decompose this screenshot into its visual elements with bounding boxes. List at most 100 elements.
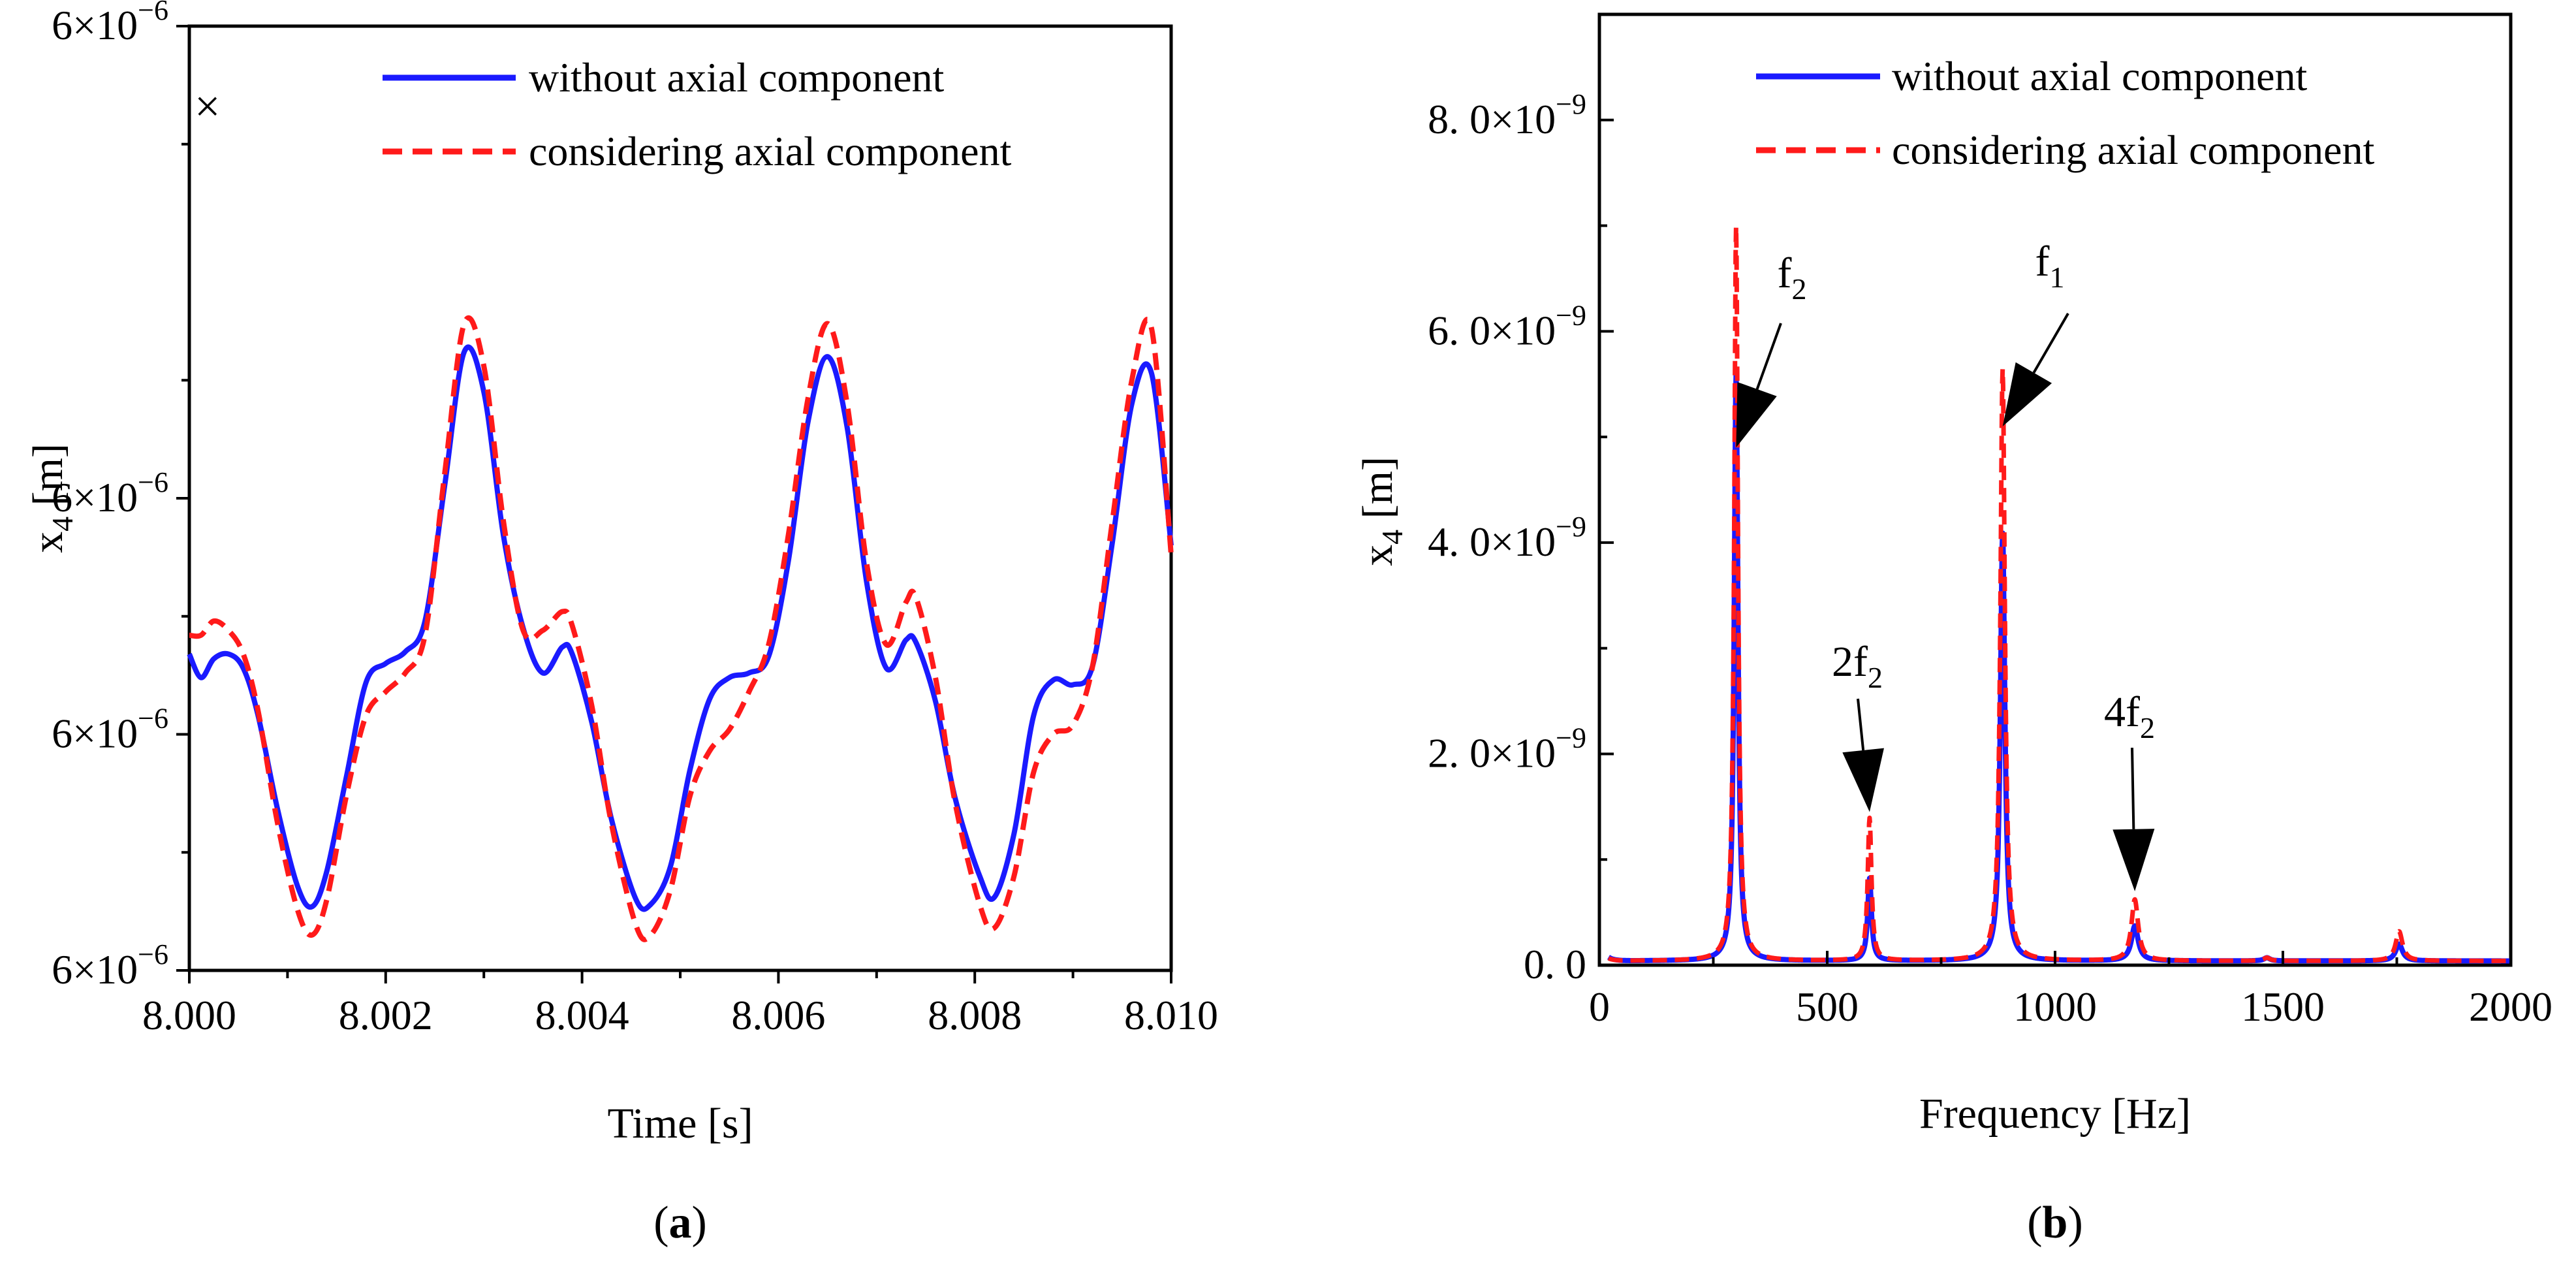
chart-a-xtick-label-1: 8.002 xyxy=(339,992,433,1038)
chart-b-legend-label-red: considering axial component xyxy=(1892,127,2375,173)
chart-a-ytick-label-0-base: 6×10 xyxy=(52,946,138,993)
chart-a-ytick-label-2: 6×10−6 xyxy=(52,466,168,520)
chart-b-ylabel-sub: 4 xyxy=(1375,530,1409,545)
chart-b-annotation-f1: f1 xyxy=(2035,238,2065,294)
chart-b-ytick-label-2: 4. 0×10−9 xyxy=(1428,511,1586,565)
chart-b-arrow-shaft-f1 xyxy=(2032,312,2069,374)
chart-b-xtick-label-2: 1000 xyxy=(2013,983,2097,1030)
chart-b-arrow-head-4f2 xyxy=(2113,829,2155,891)
chart-a-ylabel: x4 [m] xyxy=(24,443,79,553)
chart-b-annotation-4f2: 4f2 xyxy=(2104,688,2155,744)
chart-a: 8.000 8.002 8.004 8.006 8.008 8.0106×10−66×10… xyxy=(24,0,1218,1248)
chart-b-xtick-label-2-base: 1000 xyxy=(2013,983,2097,1030)
chart-b-ytick-label-4-exp: −9 xyxy=(1556,88,1586,120)
chart-a-xtick-label-5-base: 8.010 xyxy=(1124,992,1218,1038)
chart-a-ytick-label-2-exp: −6 xyxy=(138,466,168,498)
chart-a-ytick-label-1-exp: −6 xyxy=(138,703,168,735)
chart-b-xtick-label-1-base: 500 xyxy=(1796,983,1859,1030)
chart-a-legend-label-blue: without axial component xyxy=(529,54,945,101)
chart-b-ylabel-main: x xyxy=(1354,545,1402,566)
chart-b-ytick-label-2-exp: −9 xyxy=(1556,511,1586,543)
chart-b-legend-label-blue: without axial component xyxy=(1892,53,2308,99)
chart-b-series-group xyxy=(1606,224,2513,964)
chart-a-xtick-label-0-base: 8.000 xyxy=(142,992,236,1038)
chart-a-ylabel-sub: 4 xyxy=(46,517,79,532)
chart-a-xtick-label-3: 8.006 xyxy=(731,992,825,1038)
chart-a-ytick-label-0-exp: −6 xyxy=(138,938,168,970)
chart-b-ytick-label-1-base: 2. 0×10 xyxy=(1428,729,1556,776)
chart-a-xtick-label-4: 8.008 xyxy=(928,992,1022,1038)
chart-b-xtick-label-3: 1500 xyxy=(2241,983,2325,1030)
chart-a-stray-marker: × xyxy=(195,82,220,132)
chart-a-ytick-label-3-base: 6×10 xyxy=(52,2,138,48)
chart-b-ylabel-unit: [m] xyxy=(1354,456,1402,530)
chart-a-xtick-label-1-base: 8.002 xyxy=(339,992,433,1038)
chart-a-series-group xyxy=(187,315,1174,942)
chart-a-caption: (a) xyxy=(653,1198,707,1248)
chart-b-arrow-head-f1 xyxy=(2002,362,2052,426)
chart-a-xtick-label-4-base: 8.008 xyxy=(928,992,1022,1038)
chart-a-ylabel-main: x xyxy=(24,532,72,553)
chart-a-xtick-label-3-base: 8.006 xyxy=(731,992,825,1038)
chart-b-ylabel: x4 [m] xyxy=(1354,456,1409,566)
chart-a-ylabel-unit: [m] xyxy=(24,443,72,517)
chart-b-annotation-f2-main: f xyxy=(1778,249,1792,297)
chart-a-ytick-label-2-base: 6×10 xyxy=(52,474,138,520)
chart-b-ytick-label-0-base: 0. 0 xyxy=(1524,941,1586,987)
chart-b-arrow-shaft-f2 xyxy=(1755,323,1782,390)
chart-b-xtick-label-0-base: 0 xyxy=(1589,983,1610,1030)
chart-a-ytick-label-3: 6×10−6 xyxy=(52,0,168,48)
chart-a-legend-label-red: considering axial component xyxy=(529,128,1012,174)
chart-b-xtick-label-0: 0 xyxy=(1589,983,1610,1030)
chart-b-caption-letter: b xyxy=(2043,1198,2068,1248)
chart-b-annotation-f2: f2 xyxy=(1778,249,1807,306)
chart-b-ytick-label-2-base: 4. 0×10 xyxy=(1428,519,1556,565)
chart-a-caption-letter: a xyxy=(669,1198,692,1248)
chart-a-ticks-group: 8.000 8.002 8.004 8.006 8.008 8.0106×10−66×10… xyxy=(52,0,1218,1038)
chart-b-annotation-4f2-sub: 2 xyxy=(2140,711,2155,744)
chart-b-series-considering-axial xyxy=(1607,224,2513,963)
chart-b-ytick-label-0: 0. 0 xyxy=(1524,941,1586,987)
chart-b-xlabel: Frequency [Hz] xyxy=(1919,1090,2191,1138)
chart-a-xtick-label-5: 8.010 xyxy=(1124,992,1218,1038)
chart-b-annotation-f2-sub: 2 xyxy=(1791,272,1806,306)
chart-b-ytick-label-3-exp: −9 xyxy=(1556,299,1586,331)
chart-a-series-without-axial xyxy=(187,344,1174,912)
chart-b-arrow-head-2f2 xyxy=(1842,748,1884,812)
chart-b-legend: without axial component considering axia… xyxy=(1756,53,2375,173)
chart-b-xtick-label-3-base: 1500 xyxy=(2241,983,2325,1030)
chart-a-series-considering-axial xyxy=(189,315,1174,942)
chart-a-ytick-label-1: 6×10−6 xyxy=(52,703,168,757)
chart-b-annotation-f1-sub: 1 xyxy=(2049,261,2064,294)
chart-b-ytick-label-4: 8. 0×10−9 xyxy=(1428,88,1586,142)
chart-a-xtick-label-0: 8.000 xyxy=(142,992,236,1038)
chart-b-ytick-label-1-exp: −9 xyxy=(1556,722,1586,754)
chart-b-ytick-label-3: 6. 0×10−9 xyxy=(1428,299,1586,353)
chart-a-ytick-label-3-exp: −6 xyxy=(138,0,168,26)
chart-b-xtick-label-4-base: 2000 xyxy=(2469,983,2552,1030)
chart-b-annotation-2f2: 2f2 xyxy=(1832,638,1883,694)
chart-b-xtick-label-4: 2000 xyxy=(2469,983,2552,1030)
chart-b-ytick-label-3-base: 6. 0×10 xyxy=(1428,307,1556,353)
chart-b-arrow-shaft-2f2 xyxy=(1857,698,1865,751)
chart-a-xtick-label-2: 8.004 xyxy=(535,992,629,1038)
chart-b-caption: (b) xyxy=(2027,1198,2083,1248)
chart-a-xlabel: Time [s] xyxy=(607,1100,753,1147)
chart-b-xtick-label-1: 500 xyxy=(1796,983,1859,1030)
chart-b-annotation-f1-main: f xyxy=(2035,238,2050,285)
chart-b-annotation-2f2-main: 2f xyxy=(1832,638,1868,686)
chart-b-arrow-head-f2 xyxy=(1736,382,1777,448)
chart-b-annotation-4f2-main: 4f xyxy=(2104,688,2140,736)
chart-a-ytick-label-0: 6×10−6 xyxy=(52,938,168,993)
chart-b-ytick-label-1: 2. 0×10−9 xyxy=(1428,722,1586,776)
chart-a-ytick-label-1-base: 6×10 xyxy=(52,710,138,757)
chart-b-series-without-axial xyxy=(1606,372,2513,964)
chart-b-annotation-2f2-sub: 2 xyxy=(1868,661,1883,694)
chart-a-legend: without axial component considering axia… xyxy=(383,54,1012,174)
chart-b-ytick-label-4-base: 8. 0×10 xyxy=(1428,96,1556,142)
chart-b-arrow-shaft-4f2 xyxy=(2131,747,2135,829)
